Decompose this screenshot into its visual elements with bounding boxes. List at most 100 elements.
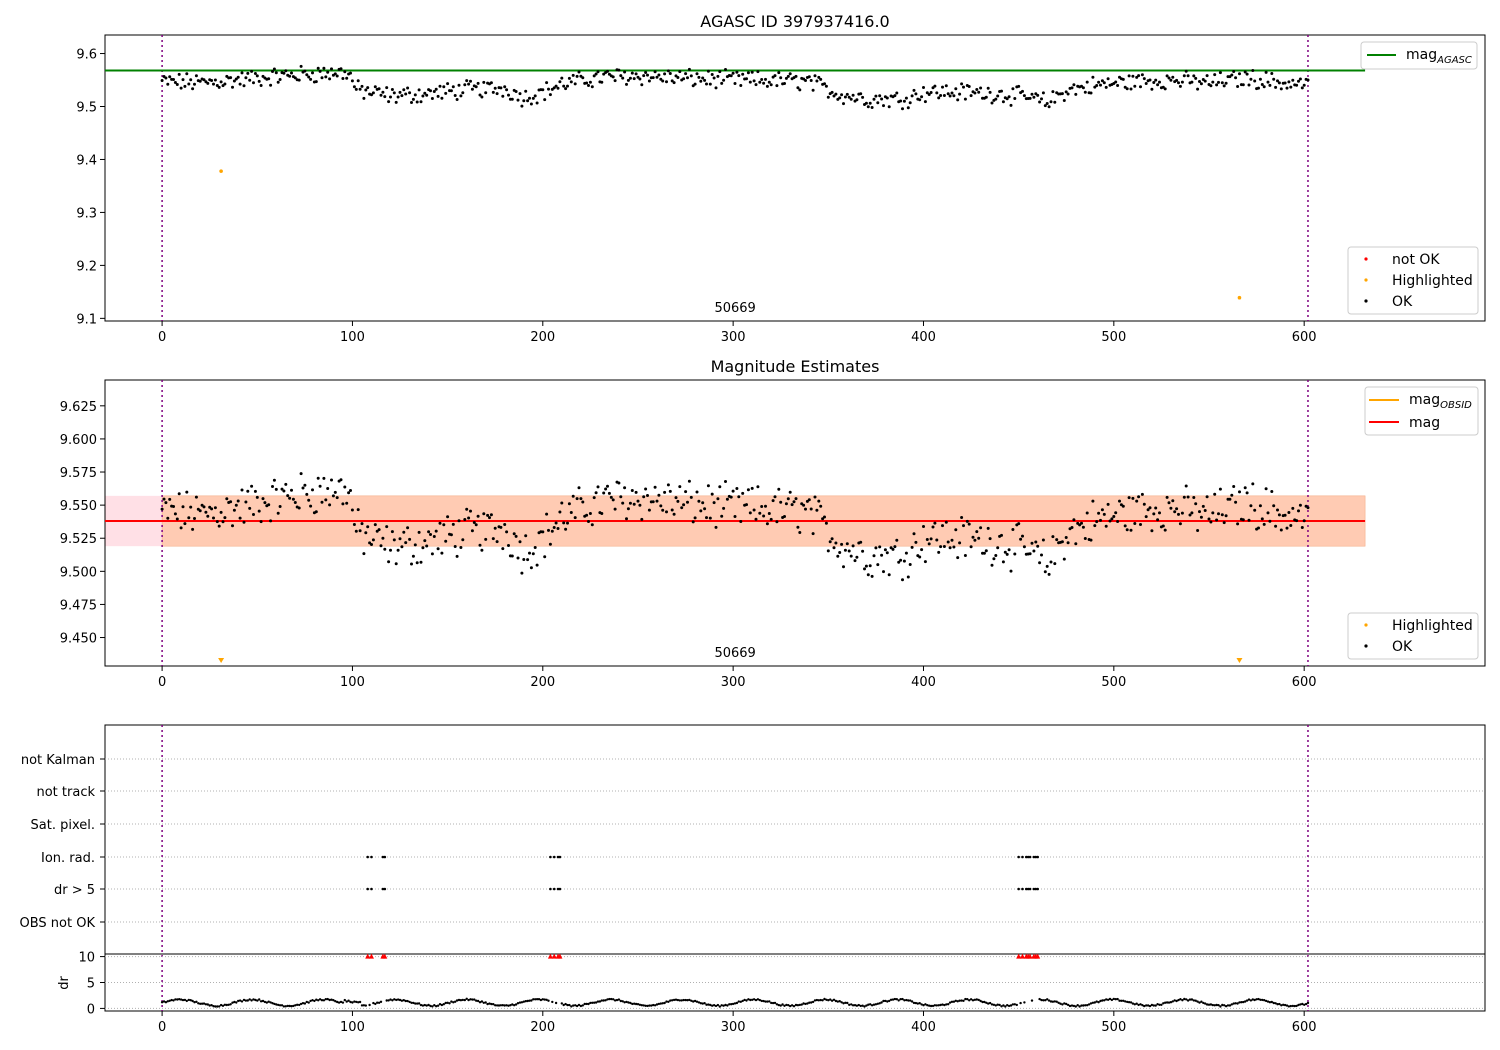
dr-point: [1207, 1003, 1211, 1006]
ok-point: [1207, 517, 1211, 521]
x-tick-label: 400: [911, 330, 936, 345]
dr-point: [1009, 1004, 1013, 1007]
ok-point: [794, 74, 798, 78]
dr-point: [572, 1004, 575, 1007]
y-tick-label: 9.550: [60, 499, 97, 514]
ok-point: [735, 487, 739, 490]
dr-point: [1261, 998, 1264, 1002]
ok-point: [425, 93, 429, 97]
dr-point: [745, 999, 748, 1002]
ok-point: [221, 520, 225, 524]
ok-point: [1163, 87, 1167, 91]
ok-point: [971, 535, 975, 539]
flag-point: [381, 855, 385, 859]
ok-point: [897, 560, 901, 564]
ok-point: [350, 508, 354, 512]
ok-point: [984, 95, 988, 99]
ok-point: [179, 86, 183, 90]
ok-point: [293, 76, 297, 80]
ok-point: [175, 517, 179, 521]
ok-point: [956, 98, 960, 102]
dr-point: [1167, 1001, 1171, 1004]
ok-point: [303, 483, 307, 487]
ok-point: [705, 516, 708, 520]
ok-point: [1253, 508, 1257, 512]
ok-point: [587, 84, 590, 87]
flag-point: [1026, 855, 1030, 859]
ok-point: [712, 501, 716, 505]
dr-point: [901, 997, 904, 1001]
ok-point: [524, 89, 528, 93]
ok-point: [638, 503, 642, 507]
dr-point: [524, 1000, 527, 1003]
ok-point: [665, 510, 668, 514]
dr-point: [920, 1003, 923, 1006]
dr-point: [764, 1000, 767, 1003]
dr-point: [416, 1002, 419, 1005]
dr-point: [945, 1003, 948, 1006]
ok-point: [1114, 511, 1118, 515]
ok-point: [590, 523, 594, 527]
dr-point: [1082, 1004, 1085, 1007]
ok-point: [931, 525, 935, 529]
ok-point: [646, 73, 649, 77]
ok-point: [1209, 84, 1213, 88]
ok-point: [463, 518, 467, 521]
ok-point: [1005, 97, 1009, 101]
magnitude-estimates-panel: Magnitude Estimates 9.4509.4759.5009.525…: [60, 357, 1486, 690]
ok-point: [533, 546, 537, 549]
ok-point: [587, 520, 590, 523]
dr-point: [358, 1000, 362, 1004]
ok-point: [1190, 511, 1194, 515]
ok-point: [347, 491, 351, 495]
ok-point: [560, 76, 564, 80]
ok-point: [548, 93, 552, 97]
ok-point: [729, 495, 733, 499]
dr-point: [771, 1001, 775, 1005]
ok-point: [255, 495, 259, 499]
ok-point: [651, 76, 655, 80]
ok-point: [278, 505, 282, 508]
ok-point: [775, 520, 779, 524]
ok-point: [516, 98, 520, 102]
ok-point: [606, 484, 609, 488]
ok-point: [923, 100, 927, 104]
ok-point: [429, 89, 432, 93]
dr-point: [214, 1005, 217, 1008]
dr-point: [657, 1002, 661, 1006]
ok-point: [328, 503, 332, 507]
dr-point: [1228, 1004, 1232, 1007]
dr-point: [1179, 998, 1182, 1001]
dr-point: [674, 998, 678, 1001]
dr-point: [897, 999, 900, 1002]
ok-point: [503, 85, 507, 89]
dr-point: [1127, 1001, 1131, 1004]
ok-point: [592, 74, 596, 78]
dr-point: [884, 999, 887, 1003]
ok-point: [588, 80, 592, 84]
panel1-legend-top: magAGASC: [1360, 41, 1478, 70]
dr-point: [273, 1002, 276, 1006]
dr-point: [889, 998, 893, 1001]
ok-point: [1102, 512, 1106, 516]
ok-point: [524, 534, 528, 538]
dr-point: [301, 1002, 305, 1005]
dr-point: [332, 999, 335, 1002]
ok-point: [390, 530, 394, 534]
dr-point: [741, 999, 744, 1003]
dr-point: [218, 1005, 221, 1008]
dr-point: [1145, 1004, 1148, 1007]
dr-point: [954, 999, 957, 1002]
ok-point: [944, 520, 948, 524]
ok-point: [269, 519, 273, 523]
ok-point: [371, 91, 375, 95]
dr-point: [1264, 999, 1268, 1003]
ok-point: [1245, 72, 1249, 76]
ok-point: [1133, 522, 1137, 525]
dr-point: [804, 1002, 807, 1006]
ok-point: [684, 72, 688, 76]
dr-point: [1251, 998, 1255, 1001]
dr-point: [766, 1000, 769, 1003]
